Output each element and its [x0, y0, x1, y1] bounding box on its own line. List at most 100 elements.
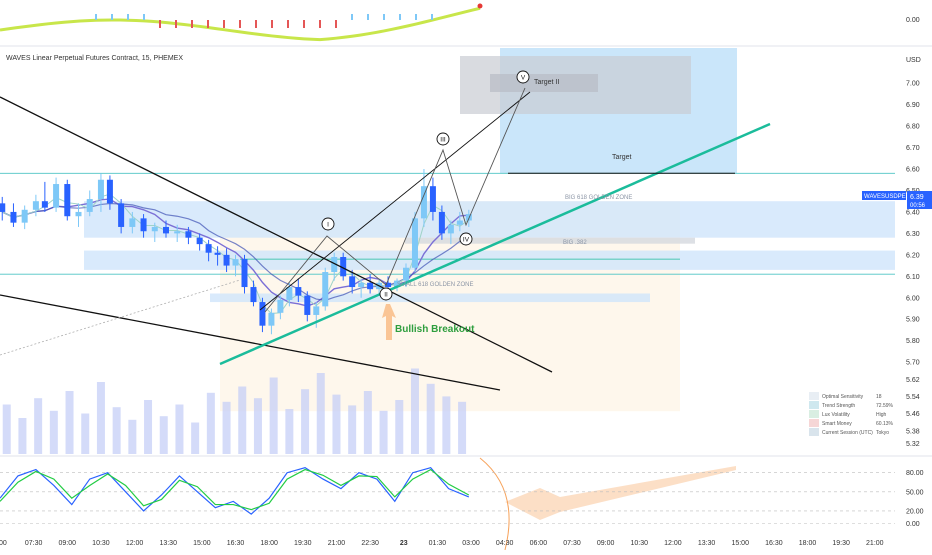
wave-label-circle — [516, 70, 530, 84]
volume-bar — [206, 392, 215, 454]
info-row-label: Current Session (UTC) — [822, 430, 873, 436]
y-tick-label: 6.30 — [906, 231, 920, 238]
candle-body — [106, 179, 113, 204]
volume-layer — [2, 368, 467, 454]
candle-body — [286, 287, 293, 300]
volume-bar — [379, 410, 388, 454]
info-table: Optimal Sensitivity 18 Trend Strength 72.59… — [809, 392, 894, 436]
y-tick-label: 5.90 — [906, 317, 920, 324]
volume-bar — [395, 400, 404, 454]
candle-body — [358, 282, 365, 288]
x-tick-label: 21:00 — [328, 540, 346, 547]
candle-body — [86, 199, 93, 212]
top-indicator-axis-value: 0.00 — [906, 17, 920, 24]
top-indicator-bar — [255, 20, 257, 28]
candle-body — [41, 201, 48, 208]
volume-bar — [316, 373, 325, 454]
candle-body — [385, 282, 392, 288]
candle-body — [456, 220, 463, 225]
volume-bar — [285, 409, 294, 454]
bullish-breakout-label: Bullish Breakout — [395, 324, 475, 335]
lower-support-line — [0, 294, 501, 391]
top-indicator-bar — [415, 14, 417, 20]
candle-body — [241, 259, 248, 288]
top-indicator-bar — [143, 14, 145, 20]
candle-body — [21, 209, 28, 223]
y-tick-label: 5.38 — [906, 428, 920, 435]
y-tick-label: 5.70 — [906, 360, 920, 367]
candle-body — [129, 218, 136, 227]
gray-band — [405, 237, 695, 244]
candle-body — [331, 257, 338, 273]
info-row-value: 18 — [876, 394, 882, 400]
candle-body — [465, 214, 472, 221]
oscillator-series-line — [0, 466, 470, 515]
x-tick-label: 16:30 — [227, 540, 245, 547]
y-tick-label: 6.90 — [906, 102, 920, 109]
oscillator-tick-label: 50.00 — [906, 489, 924, 496]
wave-label-text: II — [384, 292, 388, 299]
x-tick-label: 04:30 — [496, 540, 514, 547]
top-indicator-bar — [159, 20, 161, 28]
oscillator-tick-label: 80.00 — [906, 470, 924, 477]
volume-bar — [238, 386, 247, 454]
volume-bar — [144, 400, 153, 454]
price-badge-countdown: 00:56 — [910, 203, 926, 209]
candle-body — [75, 211, 82, 217]
top-indicator-bar — [207, 20, 209, 28]
x-tick-label: 12:00 — [126, 540, 144, 547]
top-indicator-bar — [351, 14, 353, 20]
top-indicator-bar — [367, 14, 369, 20]
trendlines-layer — [0, 87, 771, 551]
candle-body — [162, 226, 169, 234]
candle-body — [340, 257, 347, 277]
volume-bar — [253, 398, 262, 454]
volume-bar — [458, 401, 467, 454]
info-row-label: Trend Strength — [822, 403, 855, 409]
top-indicator-bar — [239, 20, 241, 28]
dotted-trend-line — [0, 279, 241, 356]
top-indicator-bar — [127, 14, 129, 20]
x-tick-label: 13:30 — [698, 540, 716, 547]
orange-arrow-right — [505, 466, 736, 520]
price-badge-bg — [907, 191, 932, 209]
elliott-wave-path — [264, 87, 526, 313]
candle-body — [232, 259, 239, 266]
x-tick-label: 07:30 — [563, 540, 581, 547]
x-tick-label: 18:00 — [799, 540, 817, 547]
green-support-line — [219, 122, 771, 366]
volume-bar — [81, 413, 90, 454]
volume-bar — [363, 391, 372, 454]
x-tick-label: 09:00 — [59, 540, 77, 547]
golden-zone — [84, 250, 895, 270]
top-indicator-panel — [0, 3, 483, 42]
candles-layer — [0, 169, 472, 335]
info-row-tag — [809, 428, 819, 436]
top-indicator-bar — [191, 20, 193, 28]
candle-body — [64, 184, 71, 217]
oscillator-tick-label: 0.00 — [906, 521, 920, 528]
wave-label-circle — [379, 287, 393, 301]
x-tick-label: 23 — [400, 540, 408, 547]
x-tick-label: 19:30 — [294, 540, 312, 547]
wave-label-text: V — [521, 75, 526, 82]
volume-bar — [442, 396, 451, 454]
symbol-badge-bg — [862, 191, 906, 200]
candle-body — [313, 306, 320, 315]
candle-body — [32, 201, 39, 210]
candle-body — [420, 186, 427, 219]
candle-body — [97, 179, 104, 200]
candle-body — [223, 254, 230, 266]
volume-bar — [301, 389, 310, 454]
annotation-labels-layer: Target II Target BIG 618 GOLDEN ZONE BIG .3… — [321, 70, 632, 335]
y-tick-label: 6.10 — [906, 274, 920, 281]
y-tick-label: 5.32 — [906, 441, 920, 448]
x-tick-label: 07:30 — [25, 540, 43, 547]
y-tick-label: 5.80 — [906, 338, 920, 345]
zone-big-618-label: BIG 618 GOLDEN ZONE — [565, 195, 632, 201]
volume-bar — [49, 410, 58, 454]
candle-body — [118, 203, 125, 227]
volume-bar — [269, 377, 278, 454]
